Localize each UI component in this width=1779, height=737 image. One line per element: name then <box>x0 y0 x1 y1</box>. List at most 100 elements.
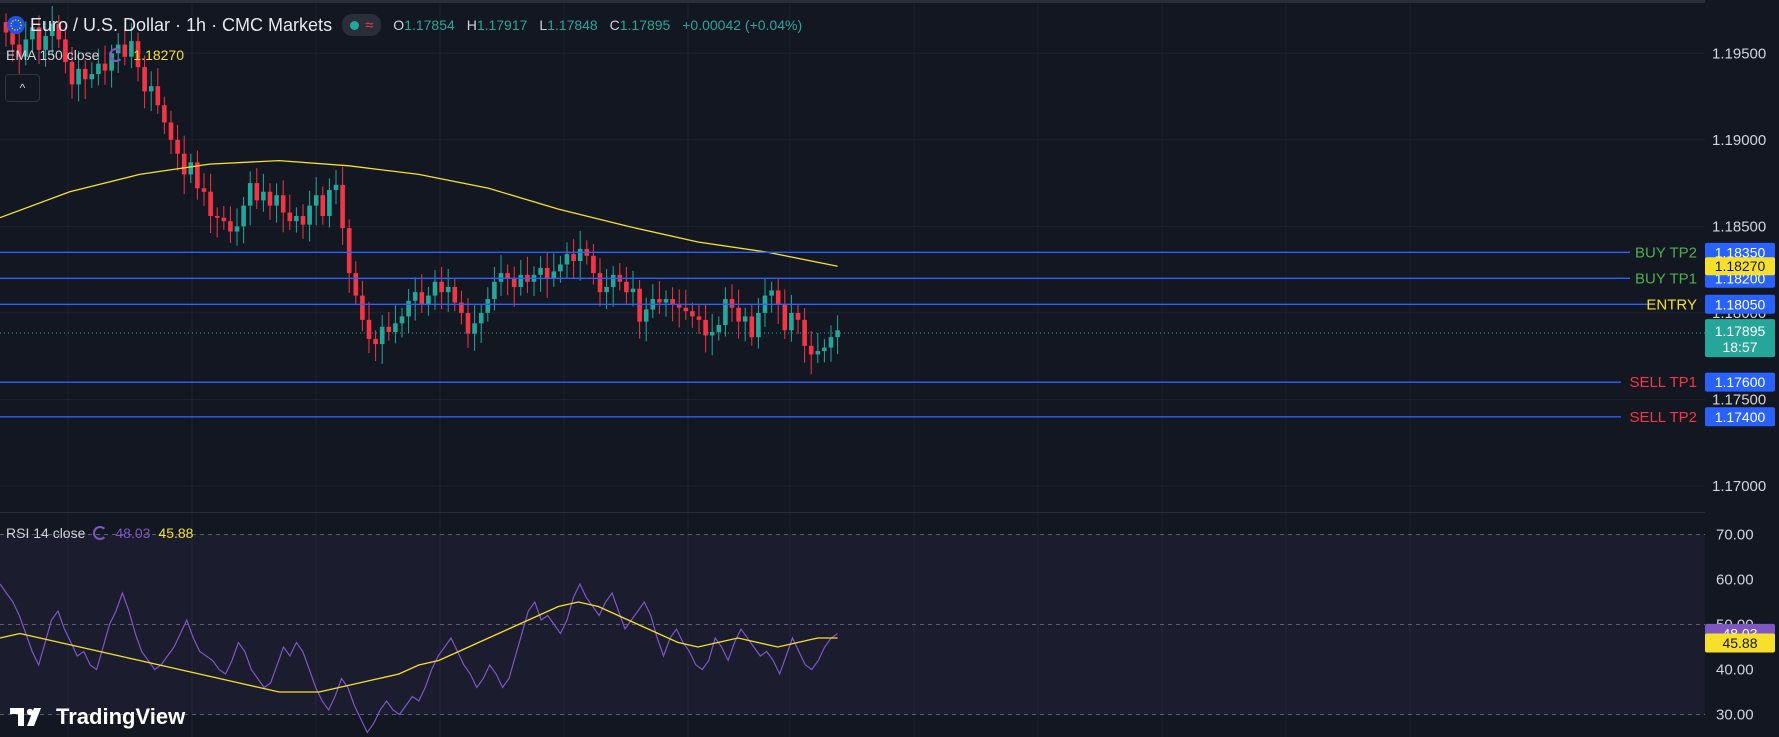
candle <box>808 345 814 355</box>
candle <box>683 307 689 312</box>
candle <box>822 347 827 352</box>
level-price-tag-bg <box>1705 372 1775 392</box>
candle <box>109 53 114 71</box>
close-value: 1.17895 <box>619 17 671 33</box>
candle <box>155 86 161 106</box>
rsi-line <box>0 582 838 734</box>
candle <box>10 32 15 45</box>
market-status-pill[interactable]: ≈ <box>342 14 382 36</box>
candle <box>340 184 345 229</box>
pane-separator[interactable] <box>0 512 1779 513</box>
candle <box>835 330 840 338</box>
candle <box>102 63 108 71</box>
candle <box>742 316 748 322</box>
last-price-tag: 1.17895 <box>1715 323 1766 339</box>
candle <box>472 323 477 334</box>
top-border <box>0 0 1779 3</box>
rsi-legend[interactable]: RSI 14 close 48.03 45.88 <box>6 525 193 541</box>
tradingview-logo[interactable]: TradingView <box>10 704 185 730</box>
level-price-tag-bg <box>1705 294 1775 314</box>
candle <box>142 67 147 92</box>
rsi-ma-value-tag: 45.88 <box>1722 635 1757 651</box>
candle <box>782 304 788 331</box>
price-tick-label: 1.18500 <box>1712 218 1766 235</box>
candle <box>188 162 194 175</box>
candle <box>511 278 517 287</box>
candle <box>604 286 609 293</box>
candle <box>307 205 312 225</box>
chevron-up-icon: ^ <box>19 81 26 95</box>
symbol-title[interactable]: Euro / U.S. Dollar · 1h · CMC Markets <box>30 14 333 35</box>
level-label: BUY TP1 <box>1635 270 1697 287</box>
brand-name: TradingView <box>56 704 186 729</box>
collapse-legend-button[interactable]: ^ <box>5 74 40 102</box>
chart-header: Euro / U.S. Dollar · 1h · CMC Markets ≈ … <box>6 14 810 36</box>
ema-legend-label: EMA 150 close <box>6 47 100 63</box>
candle <box>267 191 273 206</box>
candle <box>56 23 62 40</box>
candle <box>135 41 141 68</box>
candle <box>696 316 702 320</box>
rsi-tick-label: 70.00 <box>1716 527 1754 544</box>
candle <box>459 302 464 313</box>
ema-legend-value: 1.18270 <box>133 47 184 63</box>
candle <box>775 290 781 305</box>
rsi-tick-label: 40.00 <box>1716 662 1754 679</box>
candle <box>247 183 253 206</box>
candle <box>643 309 649 322</box>
level-price-tag-bg <box>1705 242 1775 262</box>
candle <box>518 274 524 287</box>
price-tick-label: 1.17500 <box>1712 391 1766 408</box>
candle <box>716 325 722 332</box>
loading-icon <box>93 526 108 540</box>
candle <box>228 221 233 232</box>
candle <box>43 35 48 50</box>
level-label: SELL TP1 <box>1629 374 1697 391</box>
level-price-tag: 1.17600 <box>1715 374 1766 390</box>
candle <box>162 105 167 123</box>
candle <box>241 205 246 227</box>
candle <box>670 299 675 305</box>
candle <box>709 331 715 336</box>
ema-legend[interactable]: EMA 150 close 1.18270 <box>6 47 184 63</box>
candle <box>175 139 180 154</box>
candle <box>208 191 213 216</box>
candle <box>465 312 471 334</box>
candle <box>313 195 319 206</box>
candle <box>690 311 695 317</box>
tradingview-logo-icon <box>10 708 41 726</box>
candle <box>703 319 708 336</box>
candle <box>181 153 187 175</box>
high-key: H <box>466 17 477 33</box>
axis-background <box>1705 0 1779 737</box>
price-tick-label: 1.19500 <box>1712 45 1766 62</box>
candle <box>663 299 669 303</box>
ohlc-values: O1.17854 H1.17917 L1.17848 C1.17895 +0.0… <box>393 17 810 33</box>
candle <box>610 274 616 287</box>
rsi-legend-label: RSI 14 close <box>6 525 86 541</box>
candle <box>485 299 491 313</box>
candle <box>558 264 563 272</box>
candle <box>69 61 75 85</box>
close-key: C <box>609 17 620 33</box>
candle <box>96 63 101 75</box>
level-label: BUY TP2 <box>1635 244 1697 261</box>
candle <box>432 281 438 296</box>
candle <box>637 288 642 322</box>
candle <box>492 281 497 300</box>
candle <box>544 267 550 279</box>
candle <box>577 248 583 261</box>
candle <box>346 228 352 274</box>
trade-levels: BUY TP2 BUY TP1 ENTRY SELL TP1 SELL TP2 <box>0 244 1697 426</box>
candle <box>445 286 451 293</box>
candle <box>366 319 372 339</box>
euro-flag-icon <box>7 16 25 34</box>
candle <box>393 323 398 332</box>
candle <box>729 299 735 308</box>
last-price-tag-bg <box>1705 319 1775 358</box>
candle <box>280 195 286 213</box>
rsi-ma-line <box>0 601 838 693</box>
level-label: SELL TP2 <box>1629 409 1697 426</box>
market-open-icon <box>350 20 360 30</box>
